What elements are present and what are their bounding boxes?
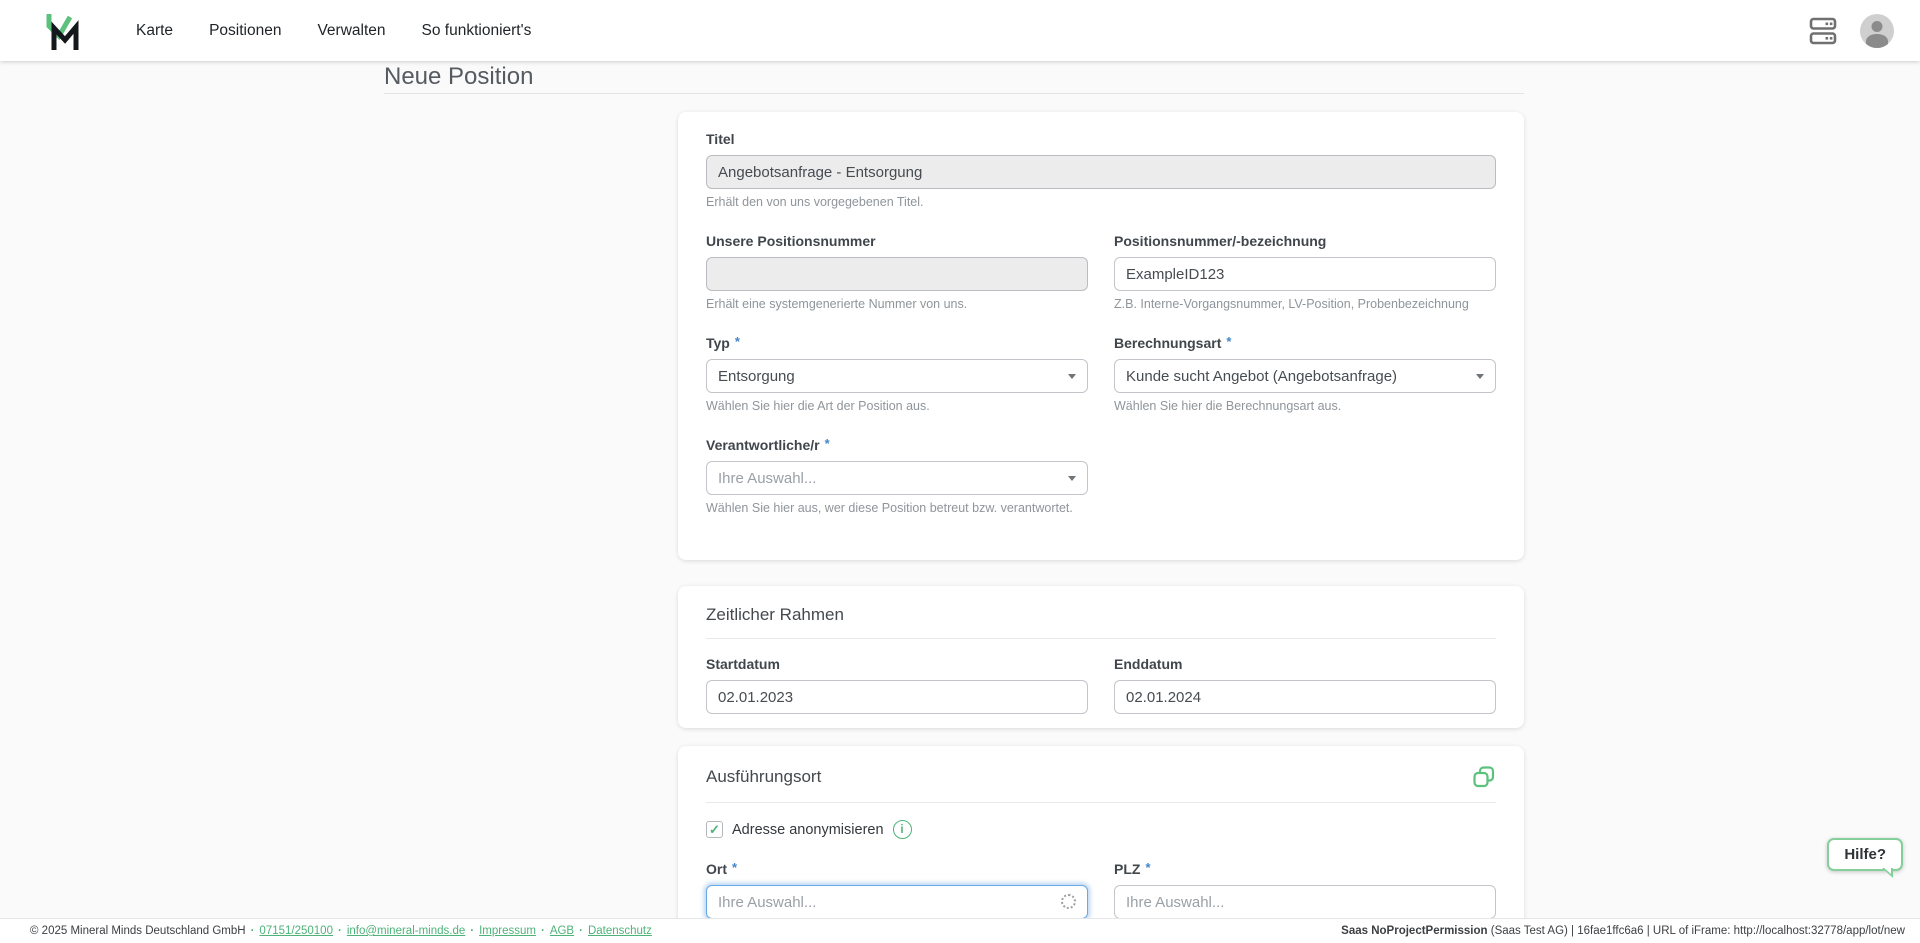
- footer-separator: ·: [337, 925, 342, 937]
- berechnungsart-select-value: Kunde sucht Angebot (Angebotsanfrage): [1126, 367, 1398, 385]
- titel-helper: Erhält den von uns vorgegebenen Titel.: [706, 195, 924, 209]
- typ-label: Typ *: [706, 333, 1088, 352]
- verantwortliche-group: Verantwortliche/r * Ihre Auswahl... Wähl…: [706, 435, 1088, 515]
- avatar-head-icon: [1871, 20, 1883, 32]
- unsere-positionsnummer-label: Unsere Positionsnummer: [706, 233, 876, 249]
- unsere-positionsnummer-input: [706, 257, 1088, 291]
- ort-group: Ort *: [706, 859, 1088, 919]
- zeitlicher-rahmen-title: Zeitlicher Rahmen: [706, 605, 844, 624]
- unsere-positionsnummer-group: Unsere Positionsnummer Erhält eine syste…: [706, 233, 1088, 311]
- footer-copyright: © 2025 Mineral Minds Deutschland GmbH: [30, 925, 246, 937]
- check-icon: ✓: [709, 821, 720, 837]
- verantwortliche-helper: Wählen Sie hier aus, wer diese Position …: [706, 501, 1073, 515]
- berechnungsart-select[interactable]: Kunde sucht Angebot (Angebotsanfrage): [1114, 359, 1496, 393]
- navbar-right: [1808, 13, 1894, 48]
- anonymize-address-checkbox[interactable]: ✓: [706, 821, 723, 838]
- enddatum-label: Enddatum: [1114, 656, 1183, 672]
- plz-input[interactable]: [1114, 885, 1496, 919]
- typ-select[interactable]: Entsorgung: [706, 359, 1088, 393]
- required-asterisk: *: [1226, 333, 1232, 349]
- unsere-positionsnummer-helper: Erhält eine systemgenerierte Nummer von …: [706, 297, 968, 311]
- enddatum-group: Enddatum: [1114, 656, 1496, 714]
- anonymize-address-label: Adresse anonymisieren: [732, 821, 884, 838]
- typ-helper: Wählen Sie hier die Art der Position aus…: [706, 399, 930, 413]
- help-button[interactable]: Hilfe?: [1827, 838, 1903, 878]
- footer-bar: © 2025 Mineral Minds Deutschland GmbH · …: [0, 918, 1920, 943]
- ausfuehrungsort-card: Ausführungsort ✓ Adresse anonymisieren i…: [678, 746, 1524, 943]
- top-navbar: Karte Positionen Verwalten So funktionie…: [0, 0, 1920, 61]
- berechnungsart-helper: Wählen Sie hier die Berechnungsart aus.: [1114, 399, 1342, 413]
- positionsnummer-helper: Z.B. Interne-Vorgangsnummer, LV-Position…: [1114, 297, 1469, 311]
- titel-field-group: Titel Erhält den von uns vorgegebenen Ti…: [706, 131, 1496, 209]
- berechnungsart-label-text: Berechnungsart: [1114, 335, 1222, 351]
- footer-saas-details: (Saas Test AG) | 16fae1ffc6a6 | URL of i…: [1487, 925, 1905, 937]
- berechnungsart-group: Berechnungsart * Kunde sucht Angebot (An…: [1114, 333, 1496, 413]
- empty-column: [1114, 437, 1496, 515]
- verantwortliche-select[interactable]: Ihre Auswahl...: [706, 461, 1088, 495]
- enddatum-input[interactable]: [1114, 680, 1496, 714]
- footer-datenschutz-link[interactable]: Datenschutz: [587, 925, 652, 937]
- chevron-down-icon: [1476, 374, 1484, 379]
- ort-label-text: Ort: [706, 861, 727, 877]
- chevron-down-icon: [1068, 374, 1076, 379]
- positionsnummer-label: Positionsnummer/-bezeichnung: [1114, 233, 1327, 249]
- footer-separator: ·: [540, 925, 545, 937]
- section-divider: [706, 802, 1496, 803]
- footer-saas-permission: Saas NoProjectPermission: [1341, 925, 1488, 937]
- zeitlicher-rahmen-card: Zeitlicher Rahmen Startdatum Enddatum: [678, 586, 1524, 728]
- position-details-card: Titel Erhält den von uns vorgegebenen Ti…: [678, 112, 1524, 560]
- ort-input[interactable]: [706, 885, 1088, 919]
- verantwortliche-label-text: Verantwortliche/r: [706, 437, 820, 453]
- footer-environment-info: Saas NoProjectPermission (Saas Test AG) …: [1341, 925, 1905, 937]
- required-asterisk: *: [734, 333, 740, 349]
- chevron-down-icon: [1068, 476, 1076, 481]
- mineral-minds-logo-icon[interactable]: [44, 10, 84, 52]
- verantwortliche-label: Verantwortliche/r *: [706, 435, 1088, 454]
- ort-label: Ort *: [706, 859, 1088, 878]
- ausfuehrungsort-title: Ausführungsort: [706, 767, 822, 786]
- berechnungsart-label: Berechnungsart *: [1114, 333, 1496, 352]
- typ-select-value: Entsorgung: [718, 367, 795, 385]
- required-asterisk: *: [732, 859, 738, 875]
- startdatum-input[interactable]: [706, 680, 1088, 714]
- footer-phone-link[interactable]: 07151/250100: [259, 925, 333, 937]
- titel-label: Titel: [706, 131, 735, 147]
- nav-item-karte[interactable]: Karte: [136, 21, 174, 39]
- footer-separator: ·: [250, 925, 255, 937]
- plz-label: PLZ *: [1114, 859, 1496, 878]
- required-asterisk: *: [1145, 859, 1151, 875]
- user-avatar[interactable]: [1860, 13, 1894, 48]
- duplicate-copy-icon[interactable]: [1472, 765, 1496, 789]
- plz-label-text: PLZ: [1114, 861, 1141, 877]
- loading-spinner-icon: [1061, 894, 1076, 909]
- info-icon[interactable]: i: [892, 820, 912, 839]
- title-divider: [384, 93, 1524, 94]
- nav-item-verwalten[interactable]: Verwalten: [317, 21, 386, 39]
- server-dns-icon[interactable]: [1808, 16, 1838, 46]
- positionsnummer-group: Positionsnummer/-bezeichnung Z.B. Intern…: [1114, 233, 1496, 311]
- section-divider: [706, 638, 1496, 639]
- footer-impressum-link[interactable]: Impressum: [479, 925, 536, 937]
- anonymize-address-row: ✓ Adresse anonymisieren i: [706, 820, 1496, 839]
- nav-links: Karte Positionen Verwalten So funktionie…: [136, 22, 531, 40]
- positionsnummer-input[interactable]: [1114, 257, 1496, 291]
- footer-agb-link[interactable]: AGB: [549, 925, 575, 937]
- page-title: Neue Position: [384, 63, 534, 90]
- footer-email-link[interactable]: info@mineral-minds.de: [346, 925, 466, 937]
- plz-group: PLZ *: [1114, 859, 1496, 919]
- startdatum-label: Startdatum: [706, 656, 780, 672]
- avatar-body-icon: [1866, 33, 1888, 48]
- footer-separator: ·: [579, 925, 583, 937]
- startdatum-group: Startdatum: [706, 656, 1088, 714]
- footer-separator: ·: [470, 925, 475, 937]
- typ-group: Typ * Entsorgung Wählen Sie hier die Art…: [706, 333, 1088, 413]
- nav-item-so-funktionierts[interactable]: So funktioniert's: [421, 21, 532, 39]
- verantwortliche-placeholder: Ihre Auswahl...: [718, 469, 817, 487]
- footer-left: © 2025 Mineral Minds Deutschland GmbH · …: [30, 925, 652, 937]
- titel-input: [706, 155, 1496, 189]
- required-asterisk: *: [824, 435, 830, 451]
- typ-label-text: Typ: [706, 335, 730, 351]
- nav-item-positionen[interactable]: Positionen: [209, 21, 282, 39]
